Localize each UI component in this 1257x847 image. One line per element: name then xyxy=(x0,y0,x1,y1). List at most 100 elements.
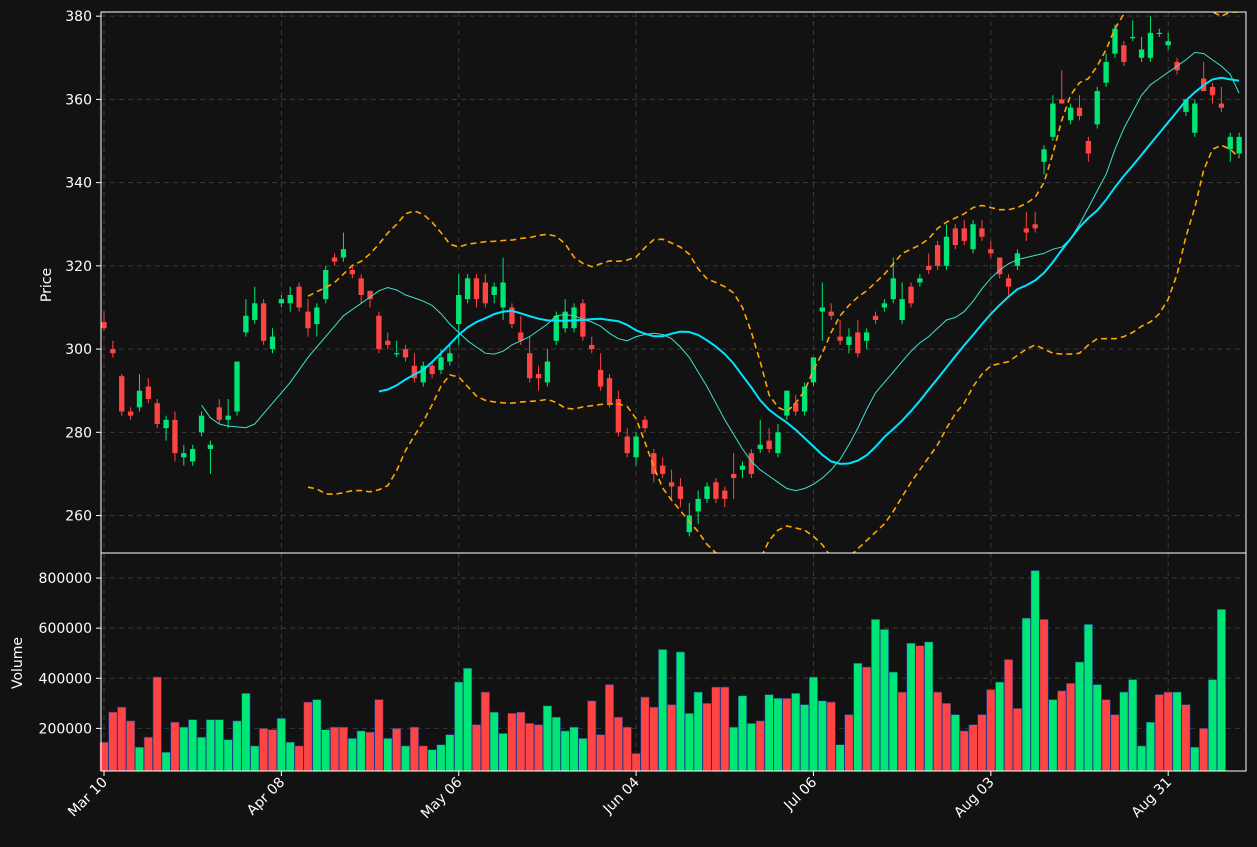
volume-bar xyxy=(755,720,765,772)
candle-body xyxy=(970,224,976,250)
volume-bar xyxy=(658,649,668,772)
volume-bar xyxy=(338,726,348,772)
volume-bar xyxy=(463,667,473,772)
bollinger-upper-line xyxy=(307,12,1240,413)
candle-body xyxy=(1112,28,1118,54)
volume-bar xyxy=(134,746,144,772)
candle-body xyxy=(801,386,808,412)
candle-body xyxy=(243,315,249,333)
candle-body xyxy=(110,349,116,354)
candle-body xyxy=(961,228,967,241)
volume-bar xyxy=(427,749,437,772)
candle-body xyxy=(119,376,125,412)
candle-body xyxy=(615,399,622,433)
volume-bar xyxy=(950,714,960,772)
candle-body xyxy=(127,411,134,416)
candle-body xyxy=(899,299,905,320)
volume-bar xyxy=(1004,659,1014,772)
candle-body xyxy=(864,332,870,341)
volume-bar xyxy=(604,684,615,772)
volume-bar xyxy=(649,706,659,772)
candle-body xyxy=(234,361,240,412)
volume-bar xyxy=(321,729,331,772)
candle-body xyxy=(677,486,684,499)
volume-bar xyxy=(1199,728,1209,772)
volume-bar xyxy=(294,745,304,772)
volume-bar xyxy=(454,681,464,772)
candle-body xyxy=(739,465,746,470)
volume-bar xyxy=(640,696,650,772)
candle-body xyxy=(101,322,107,329)
candle-body xyxy=(624,436,630,454)
price-tick-label: 380 xyxy=(65,9,92,25)
volume-bar xyxy=(578,738,588,772)
volume-bar xyxy=(1092,684,1102,772)
volume-bar xyxy=(817,700,827,772)
volume-bar xyxy=(161,751,171,772)
volume-bar xyxy=(267,729,278,772)
volume-bar xyxy=(800,704,810,772)
candle-body xyxy=(757,444,763,449)
candle-body xyxy=(438,357,444,370)
volume-bar xyxy=(782,698,792,772)
volume-bar xyxy=(835,744,845,772)
volume-bar xyxy=(684,713,694,772)
volume-bar xyxy=(436,744,446,772)
candle-body xyxy=(775,432,781,454)
candle-body xyxy=(651,453,657,474)
candle-body xyxy=(163,419,169,429)
candle-body xyxy=(429,365,435,375)
candle-body xyxy=(1156,32,1162,35)
candle-body xyxy=(1032,224,1038,229)
candle-body xyxy=(1121,45,1127,62)
volume-bar xyxy=(241,693,251,772)
volume-bar xyxy=(392,728,402,772)
candle-body xyxy=(473,278,480,300)
volume-bar xyxy=(924,641,934,772)
candle-body xyxy=(331,257,338,262)
candle-body xyxy=(846,336,852,345)
candle-body xyxy=(207,444,214,449)
volume-bar xyxy=(737,695,748,772)
candle-body xyxy=(447,353,453,362)
candle-body xyxy=(908,286,914,304)
volume-bar xyxy=(729,726,739,772)
candle-body xyxy=(154,403,160,424)
volume-panel-frame xyxy=(100,552,1247,772)
candle-body xyxy=(997,257,1003,275)
volume-bar xyxy=(596,734,606,772)
candle-body xyxy=(1183,99,1189,112)
volume-bar xyxy=(871,619,881,772)
candle-body xyxy=(225,415,231,420)
volume-bar xyxy=(1154,694,1164,772)
candle-body xyxy=(349,270,355,275)
candle-body xyxy=(323,270,329,300)
volume-bar xyxy=(347,738,357,772)
volume-bar xyxy=(232,720,242,772)
volume-bar xyxy=(622,726,632,772)
candle-body xyxy=(172,419,178,454)
candle-body xyxy=(1218,103,1225,108)
volume-tick-label: 800000 xyxy=(39,571,92,587)
candle-body xyxy=(402,349,409,358)
volume-bar xyxy=(1083,624,1093,772)
price-tick-label: 320 xyxy=(65,259,92,275)
candle-body xyxy=(269,336,276,350)
candle-body xyxy=(1209,86,1216,96)
volume-axis-ticks: 200000 400000 600000 800000 xyxy=(39,571,101,737)
volume-bar xyxy=(223,739,233,772)
volume-bar xyxy=(179,726,189,772)
candle-body xyxy=(1041,149,1047,162)
candle-body xyxy=(571,307,577,329)
volume-bar xyxy=(365,731,375,772)
volume-bar xyxy=(853,662,863,772)
volume-bar xyxy=(1021,617,1031,772)
candle-body xyxy=(784,390,790,416)
volume-bar xyxy=(1181,704,1191,772)
candle-body xyxy=(1076,107,1083,117)
candle-body xyxy=(668,482,675,487)
candle-body xyxy=(456,294,462,325)
candle-body xyxy=(305,311,311,329)
volume-bar xyxy=(764,694,774,772)
